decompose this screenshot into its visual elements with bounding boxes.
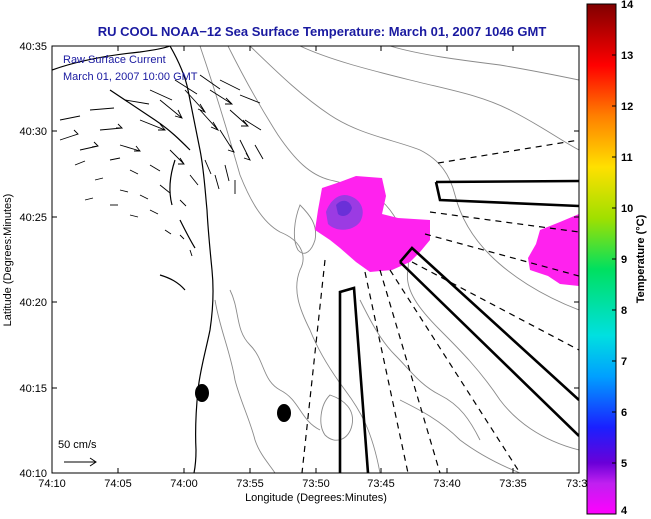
x-tick-label: 73:35: [499, 478, 527, 490]
colorbar-tick-label: 5: [621, 458, 627, 470]
figure-title: RU COOL NOAA−12 Sea Surface Temperature:…: [98, 24, 547, 39]
bathymetry-contours: [199, 46, 579, 473]
x-tick-label: 74:10: [38, 478, 66, 490]
y-tick-label: 40:30: [19, 126, 47, 138]
x-tick-label: 73:40: [433, 478, 461, 490]
x-axis-title: Longitude (Degrees:Minutes): [245, 492, 387, 504]
colorbar-tick-label: 6: [621, 407, 627, 419]
y-tick-label: 40:20: [19, 297, 47, 309]
colorbar-tick-label: 11: [621, 152, 633, 164]
y-tick-label: 40:35: [19, 41, 47, 53]
colorbar: 14 13 12 11 10 9 8 7 6 5 4 Temperature (…: [586, 0, 647, 517]
sst-patches: [315, 176, 579, 286]
map-panel: Raw Surface Current March 01, 2007 10:00…: [52, 46, 579, 473]
y-tick-label: 40:25: [19, 212, 47, 224]
current-overlay-timestamp: March 01, 2007 10:00 GMT: [63, 71, 198, 83]
current-overlay-label: Raw Surface Current: [63, 54, 166, 66]
y-axis-ticks: [52, 45, 579, 474]
scale-bar-arrow: [64, 457, 97, 467]
y-axis-title: Latitude (Degrees:Minutes): [2, 194, 14, 327]
coastline: [52, 46, 214, 473]
x-tick-label: 74:05: [104, 478, 132, 490]
colorbar-tick-label: 9: [621, 254, 627, 266]
x-tick-labels: 74:10 74:05 74:00 73:55 73:50 73:45 73:4…: [38, 478, 593, 490]
y-tick-labels: 40:35 40:30 40:25 40:20 40:15 40:10: [19, 41, 47, 480]
station-marker: [277, 404, 291, 422]
x-tick-label: 73:55: [236, 478, 264, 490]
colorbar-tick-label: 8: [621, 305, 627, 317]
x-tick-label: 73:50: [302, 478, 330, 490]
y-tick-label: 40:15: [19, 383, 47, 395]
y-tick-label: 40:10: [19, 468, 47, 480]
colorbar-tick-label: 13: [621, 50, 633, 62]
colorbar-tick-label: 10: [621, 203, 633, 215]
station-marker: [195, 384, 209, 402]
scale-bar-label: 50 cm/s: [58, 439, 97, 451]
colorbar-title: Temperature (°C): [635, 214, 647, 303]
colorbar-tick-label: 4: [621, 505, 628, 517]
colorbar-tick-label: 14: [621, 0, 634, 11]
colorbar-gradient: [586, 3, 617, 515]
x-tick-label: 73:45: [367, 478, 395, 490]
surface-current-vectors: [59, 74, 264, 257]
colorbar-tick-label: 7: [621, 356, 627, 368]
x-tick-label: 74:00: [170, 478, 198, 490]
colorbar-tick-label: 12: [621, 101, 633, 113]
x-axis-ticks: [51, 46, 580, 473]
radar-sector-boundaries: [301, 139, 579, 473]
